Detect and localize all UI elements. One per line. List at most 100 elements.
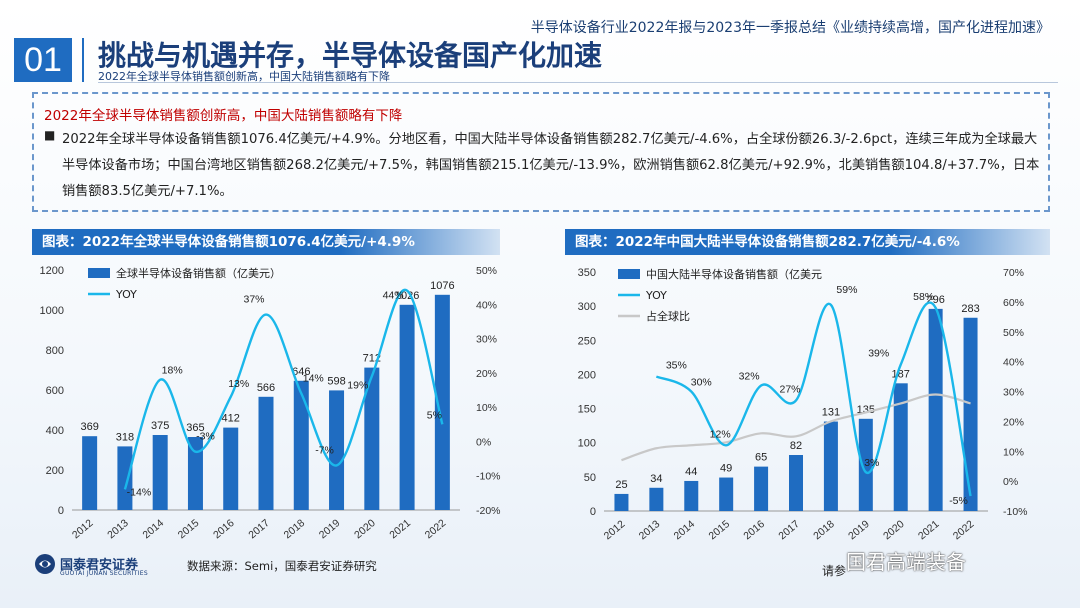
bar-value-label: 412 <box>222 413 240 425</box>
yoy-value-label: 39% <box>868 348 889 360</box>
company-logo-subtitle: GUOTAI JUNAN SECURITIES <box>60 570 148 577</box>
x-axis-tick: 2015 <box>707 518 733 542</box>
right-axis-tick: 0% <box>1003 476 1018 488</box>
bar <box>329 390 345 510</box>
yoy-value-label: 12% <box>710 428 731 440</box>
bar <box>152 435 168 510</box>
data-source: 数据来源：Semi，国泰君安证券研究 <box>187 559 377 573</box>
x-axis-tick: 2017 <box>776 518 802 542</box>
legend-bar-swatch <box>618 269 640 279</box>
bar <box>364 367 380 510</box>
bar <box>719 477 734 511</box>
bar <box>258 396 274 510</box>
right-axis-tick: -10% <box>476 471 501 483</box>
right-axis-tick: 20% <box>476 368 497 380</box>
bar-value-label: 566 <box>257 382 275 394</box>
summary-box <box>32 92 1050 212</box>
bullet-square-icon: ■ <box>44 128 56 142</box>
right-chart-title-text: 图表：2022年中国大陆半导体设备销售额282.7亿美元/-4.6% <box>575 234 960 250</box>
title-fade <box>340 229 500 255</box>
bar <box>649 487 664 511</box>
legend-label: 全球半导体设备销售额（亿美元） <box>116 266 281 280</box>
right-axis-tick: 30% <box>476 334 497 346</box>
left-axis-tick: 200 <box>578 369 596 381</box>
bar-value-label: 34 <box>650 473 662 485</box>
left-chart-title: 图表：2022年全球半导体设备销售额1076.4亿美元/+4.9% <box>32 229 500 255</box>
x-axis-tick: 2018 <box>811 518 837 542</box>
yoy-value-label: 18% <box>162 365 183 377</box>
x-axis-tick: 2018 <box>282 517 308 541</box>
bar-value-label: 25 <box>615 479 627 491</box>
bar-value-label: 646 <box>292 366 310 378</box>
legend-label: 中国大陆半导体设备销售额（亿美元 <box>646 267 822 281</box>
bar-value-label: 82 <box>790 440 802 452</box>
yoy-value-label: 59% <box>836 284 857 296</box>
bar <box>754 466 769 511</box>
bar-value-label: 65 <box>755 452 767 464</box>
right-axis-tick: 10% <box>476 402 497 414</box>
page-subtitle: 2022年全球半导体销售额创新高，中国大陆销售额略有下降 <box>98 70 390 83</box>
yoy-value-label: 58% <box>913 291 934 303</box>
right-axis-tick: -20% <box>476 505 501 517</box>
left-axis-tick: 1200 <box>40 265 64 277</box>
yoy-value-label: 44% <box>383 290 404 302</box>
yoy-value-label: -3% <box>196 431 215 443</box>
left-axis-tick: 800 <box>46 345 64 357</box>
x-axis-tick: 2021 <box>387 517 413 541</box>
bar-value-label: 283 <box>961 303 979 315</box>
yoy-value-label: 27% <box>779 383 800 395</box>
left-axis-tick: 0 <box>590 506 596 518</box>
left-axis-tick: 200 <box>46 465 64 477</box>
yoy-value-label: 30% <box>691 377 712 389</box>
title-fade <box>890 229 1050 255</box>
footer-note: 请参 <box>822 564 847 578</box>
legend-label: YOY <box>115 288 137 301</box>
company-logo-name: 国泰君安证券 <box>60 558 139 573</box>
left-axis-tick: 100 <box>578 438 596 450</box>
right-axis-tick: 20% <box>1003 416 1024 428</box>
share-line <box>621 393 971 462</box>
right-axis-tick: 50% <box>476 265 497 277</box>
wechat-watermark: 国君高端装备 <box>846 550 966 574</box>
left-axis-tick: 50 <box>584 472 596 484</box>
bar <box>434 294 450 510</box>
left-chart-title-text: 图表：2022年全球半导体设备销售额1076.4亿美元/+4.9% <box>42 234 415 250</box>
x-axis-tick: 2019 <box>317 517 343 541</box>
bar <box>789 455 803 511</box>
right-axis-tick: 30% <box>1003 387 1024 399</box>
x-axis-tick: 2019 <box>846 518 872 542</box>
x-axis-tick: 2015 <box>176 517 202 541</box>
legend-label: YOY <box>645 289 667 302</box>
right-axis-tick: 40% <box>476 299 497 311</box>
x-axis-tick: 2022 <box>423 517 449 541</box>
left-axis-tick: 250 <box>578 335 596 347</box>
yoy-value-label: 35% <box>666 360 687 372</box>
bar <box>223 427 239 510</box>
x-axis-tick: 2012 <box>70 517 96 541</box>
summary-paragraph: 2022年全球半导体设备销售额1076.4亿美元/+4.9%。分地区看，中国大陆… <box>62 132 1040 199</box>
bar-value-label: 49 <box>720 463 732 475</box>
left-axis-tick: 300 <box>578 301 596 313</box>
yoy-value-label: 13% <box>228 378 249 390</box>
bar-value-label: 375 <box>151 420 169 432</box>
bar <box>823 421 838 511</box>
yoy-value-label: 19% <box>347 379 368 391</box>
left-axis-tick: 600 <box>46 385 64 397</box>
bar-value-label: 369 <box>80 421 98 433</box>
yoy-value-label: 32% <box>739 371 760 383</box>
bar-value-label: 598 <box>327 375 345 387</box>
yoy-value-label: -5% <box>949 495 968 507</box>
yoy-line <box>655 301 972 497</box>
bar <box>82 436 98 510</box>
bar <box>963 317 978 511</box>
x-axis-tick: 2017 <box>246 517 272 541</box>
yoy-value-label: 3% <box>864 457 879 469</box>
bar <box>187 437 203 510</box>
legend-label: 占全球比 <box>646 309 690 323</box>
right-axis-tick: 0% <box>476 436 491 448</box>
x-axis-tick: 2013 <box>105 517 131 541</box>
x-axis-tick: 2020 <box>881 518 907 542</box>
yoy-value-label: -14% <box>127 486 152 498</box>
x-axis-tick: 2020 <box>352 517 378 541</box>
